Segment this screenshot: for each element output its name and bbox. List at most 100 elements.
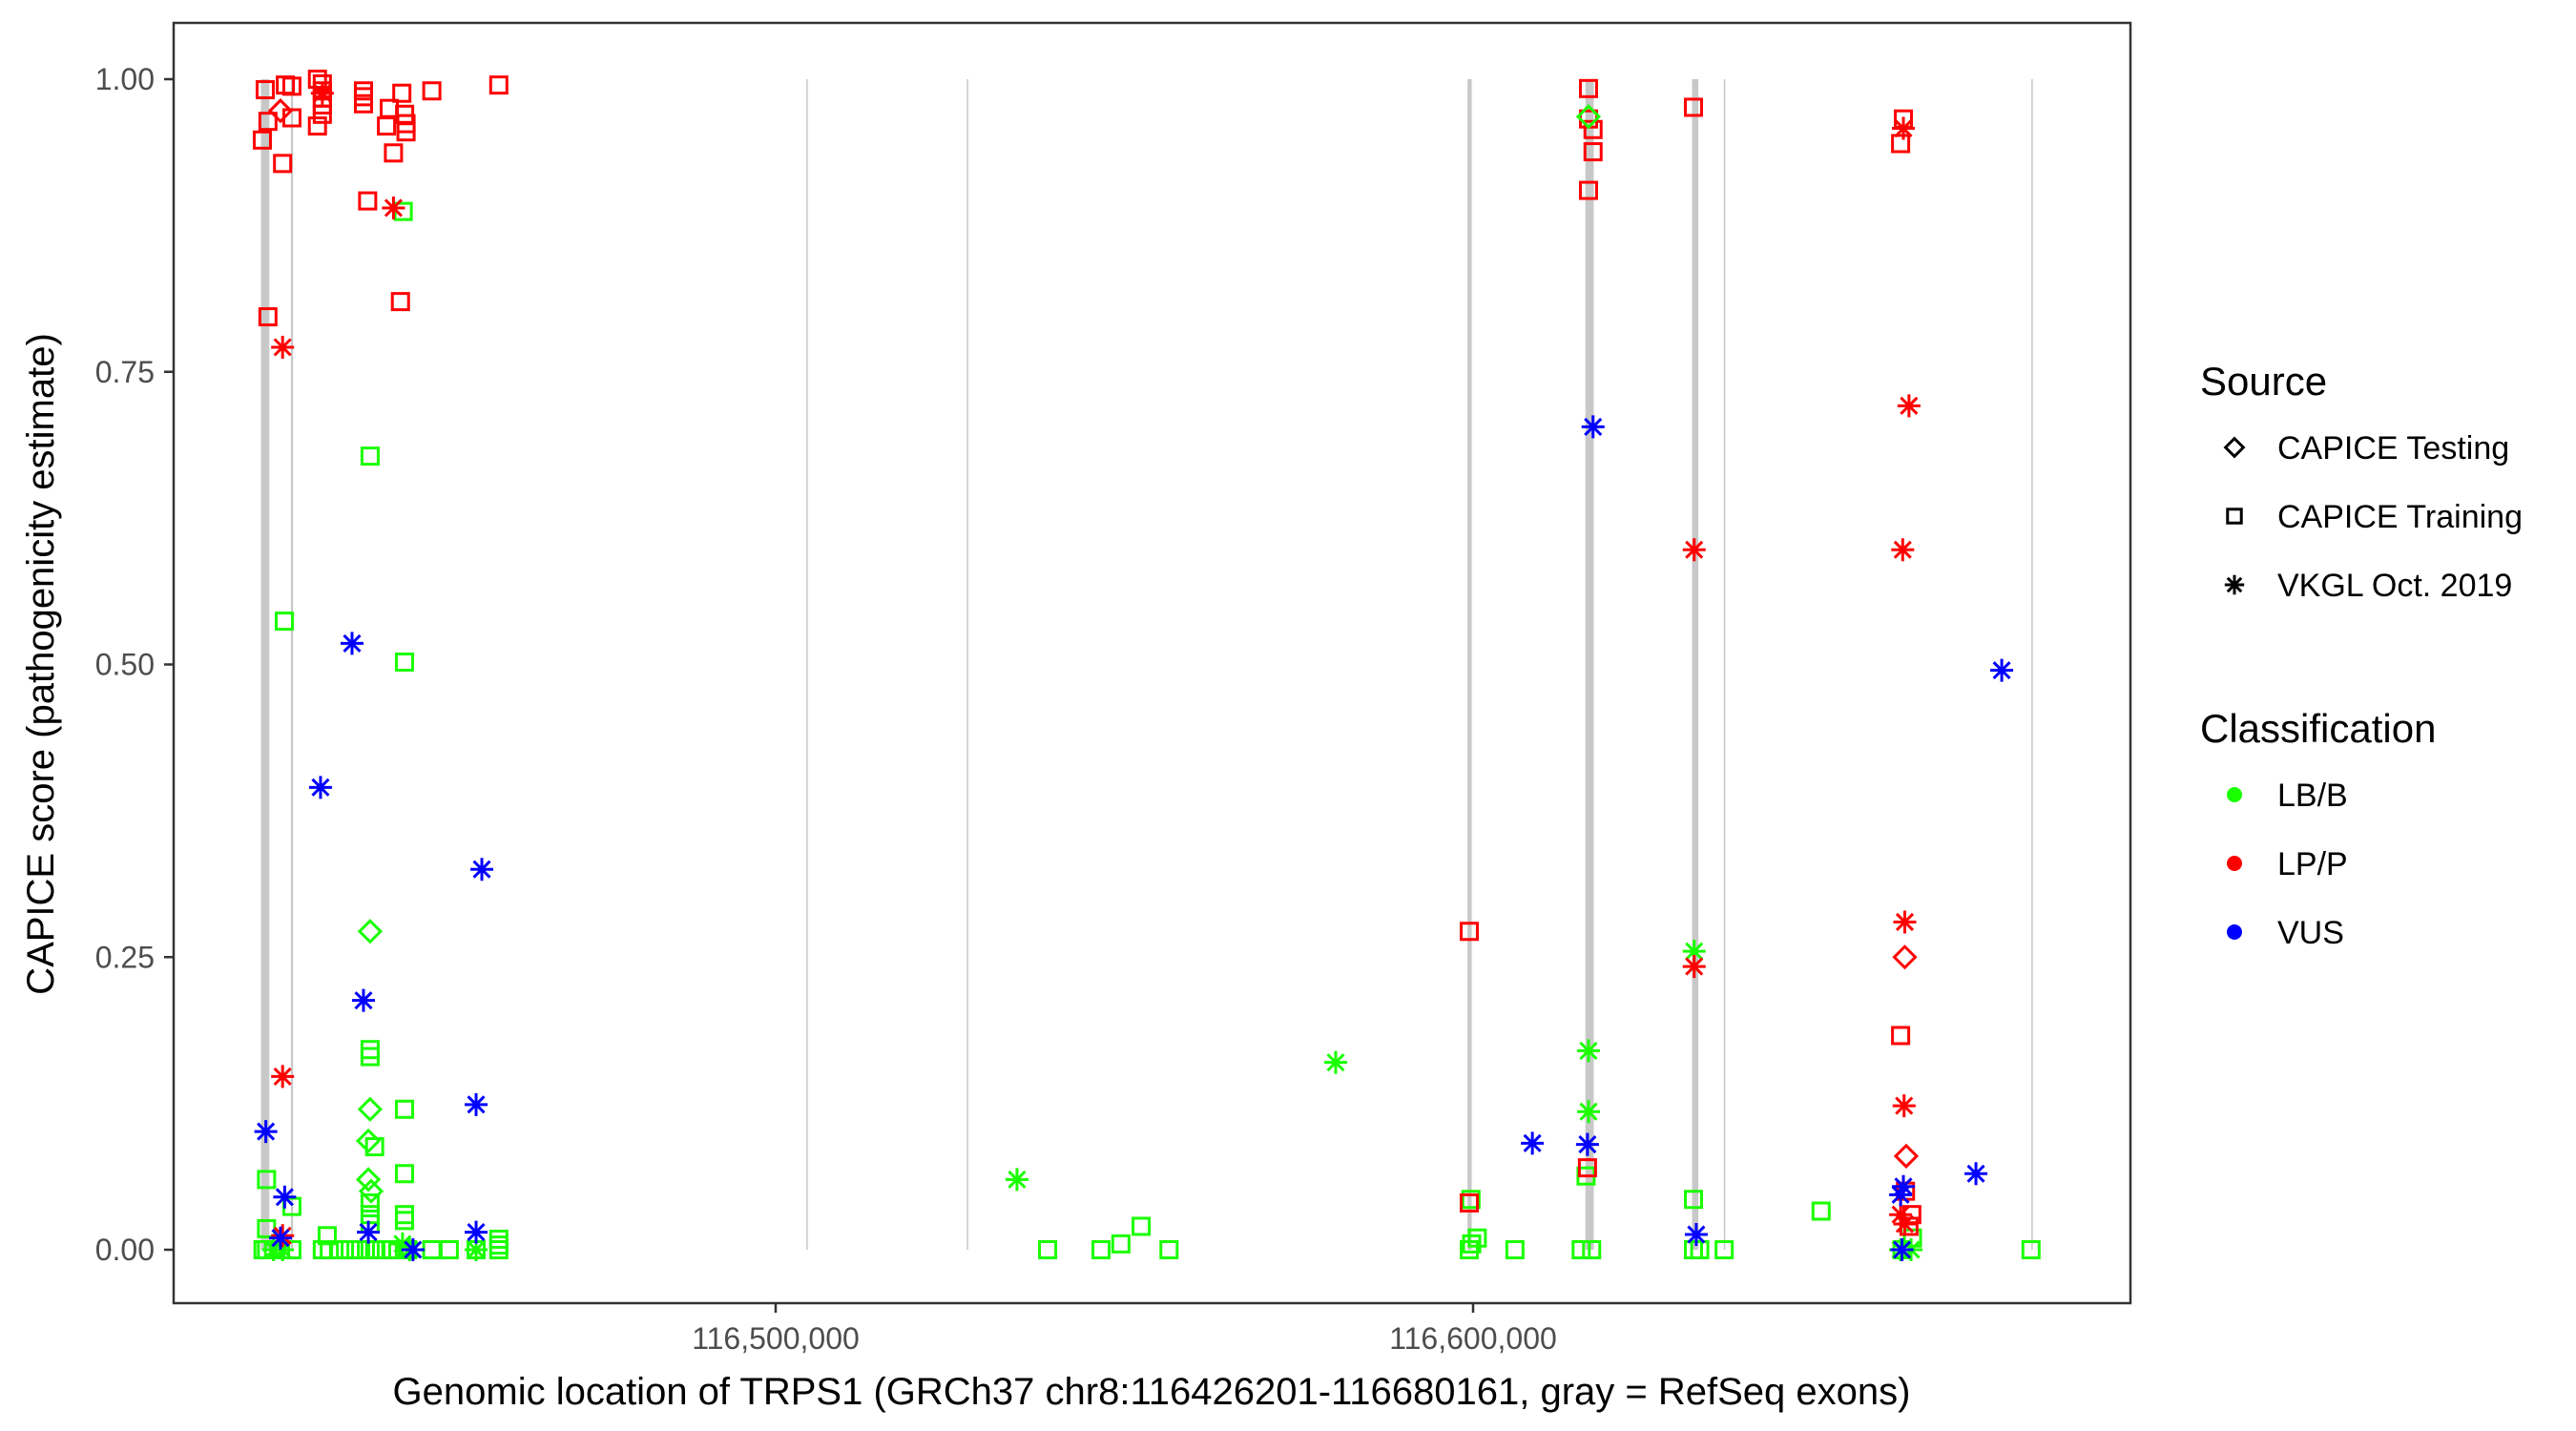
- data-point: [1576, 1039, 1600, 1063]
- legend: Source CAPICE Testing CAPICE Training VKGL…: [2200, 359, 2523, 951]
- data-point: [320, 1240, 340, 1259]
- data-point: [439, 1240, 459, 1259]
- data-point: [1582, 1240, 1602, 1259]
- data-point: [317, 1226, 337, 1246]
- data-point: [394, 653, 414, 673]
- data-point: [1714, 1240, 1735, 1259]
- data-point: [382, 196, 405, 219]
- data-point: [273, 154, 293, 174]
- dot-icon: [2227, 924, 2242, 940]
- square-icon: [2226, 508, 2243, 525]
- data-point: [307, 116, 327, 136]
- data-point: [390, 292, 410, 312]
- y-tick-label: 0.75: [95, 355, 155, 389]
- exon-band: [1585, 79, 1594, 1250]
- y-tick-label: 0.00: [95, 1233, 155, 1267]
- y-axis-title: CAPICE score (pathogenicity estimate): [20, 333, 62, 995]
- data-point: [1576, 1100, 1600, 1124]
- exon-band: [2031, 79, 2033, 1250]
- x-tick-label: 116,500,000: [692, 1321, 860, 1356]
- exon-band: [260, 79, 270, 1250]
- diamond-icon: [2223, 436, 2246, 459]
- asterisk-icon: [2224, 574, 2245, 595]
- data-point: [1892, 1174, 1916, 1198]
- data-point: [255, 80, 275, 100]
- legend-item-source: CAPICE Training: [2226, 499, 2523, 535]
- data-point: [396, 122, 416, 142]
- data-point: [1684, 1223, 1708, 1247]
- legend-label: LB/B: [2277, 778, 2348, 814]
- data-point: [1467, 1228, 1487, 1248]
- data-point: [267, 98, 294, 124]
- data-point: [1891, 538, 1915, 562]
- data-point: [465, 1220, 488, 1244]
- data-point: [275, 612, 295, 632]
- legend-label: CAPICE Training: [2277, 499, 2523, 535]
- data-point: [1893, 1143, 1920, 1169]
- data-point: [353, 93, 373, 114]
- data-point: [355, 1128, 382, 1154]
- data-point: [470, 858, 494, 881]
- data-point: [258, 307, 278, 327]
- exon-layer: [260, 79, 2033, 1250]
- data-point: [465, 1238, 488, 1261]
- exon-band: [1692, 79, 1699, 1250]
- y-tick-label: 1.00: [95, 62, 155, 96]
- data-point: [1577, 1158, 1597, 1178]
- data-point: [2021, 1240, 2041, 1259]
- data-point: [371, 1240, 391, 1259]
- legend-item-source: VKGL Oct. 2019: [2224, 568, 2512, 604]
- data-point: [1575, 1132, 1599, 1156]
- data-point: [358, 191, 378, 211]
- data-point: [351, 988, 375, 1012]
- y-tick-label: 0.25: [95, 940, 155, 974]
- legend-item-classification: VUS: [2227, 915, 2344, 951]
- legend-label: CAPICE Testing: [2277, 430, 2509, 467]
- data-point: [1038, 1240, 1058, 1259]
- dot-icon: [2227, 787, 2242, 802]
- legend-label: VKGL Oct. 2019: [2277, 568, 2512, 604]
- data-point: [271, 1065, 295, 1089]
- data-point: [1811, 1201, 1831, 1221]
- x-axis: 116,500,000 116,600,000: [692, 1303, 1557, 1356]
- data-point: [1990, 658, 2014, 682]
- legend-classification-title: Classification: [2200, 706, 2436, 751]
- data-point: [394, 1211, 414, 1231]
- data-point: [330, 1240, 350, 1259]
- data-point: [465, 1092, 488, 1116]
- data-point: [1897, 394, 1921, 418]
- exon-band: [966, 79, 968, 1250]
- data-point: [1505, 1240, 1525, 1259]
- data-point: [252, 130, 272, 150]
- data-point: [401, 1238, 425, 1261]
- data-point: [1132, 1216, 1152, 1236]
- data-point: [384, 143, 404, 163]
- data-point: [281, 76, 301, 96]
- data-point: [394, 1099, 414, 1119]
- data-point: [1892, 116, 1916, 140]
- data-point: [1461, 1190, 1481, 1210]
- y-axis: 0.00 0.25 0.50 0.75 1.00: [95, 62, 174, 1267]
- data-point: [392, 83, 412, 103]
- data-point: [1893, 910, 1917, 934]
- data-point: [1682, 955, 1706, 979]
- data-point: [1889, 1183, 1913, 1207]
- data-point: [310, 81, 334, 105]
- legend-source-title: Source: [2200, 359, 2327, 404]
- data-point: [358, 1178, 384, 1204]
- data-point: [1683, 97, 1703, 117]
- data-point: [1462, 1234, 1482, 1254]
- legend-label: LP/P: [2277, 846, 2348, 882]
- data-point: [1578, 78, 1598, 98]
- plot-panel: [174, 23, 2130, 1303]
- points-layer: [252, 70, 2041, 1261]
- data-point: [1459, 922, 1479, 942]
- data-point: [1159, 1240, 1179, 1259]
- data-point: [357, 1220, 381, 1244]
- x-axis-title: Genomic location of TRPS1 (GRCh37 chr8:1…: [393, 1371, 1911, 1413]
- data-point: [1521, 1131, 1545, 1155]
- legend-item-classification: LP/P: [2227, 846, 2348, 882]
- data-point: [258, 112, 278, 132]
- dot-icon: [2227, 856, 2242, 871]
- data-point: [340, 632, 364, 655]
